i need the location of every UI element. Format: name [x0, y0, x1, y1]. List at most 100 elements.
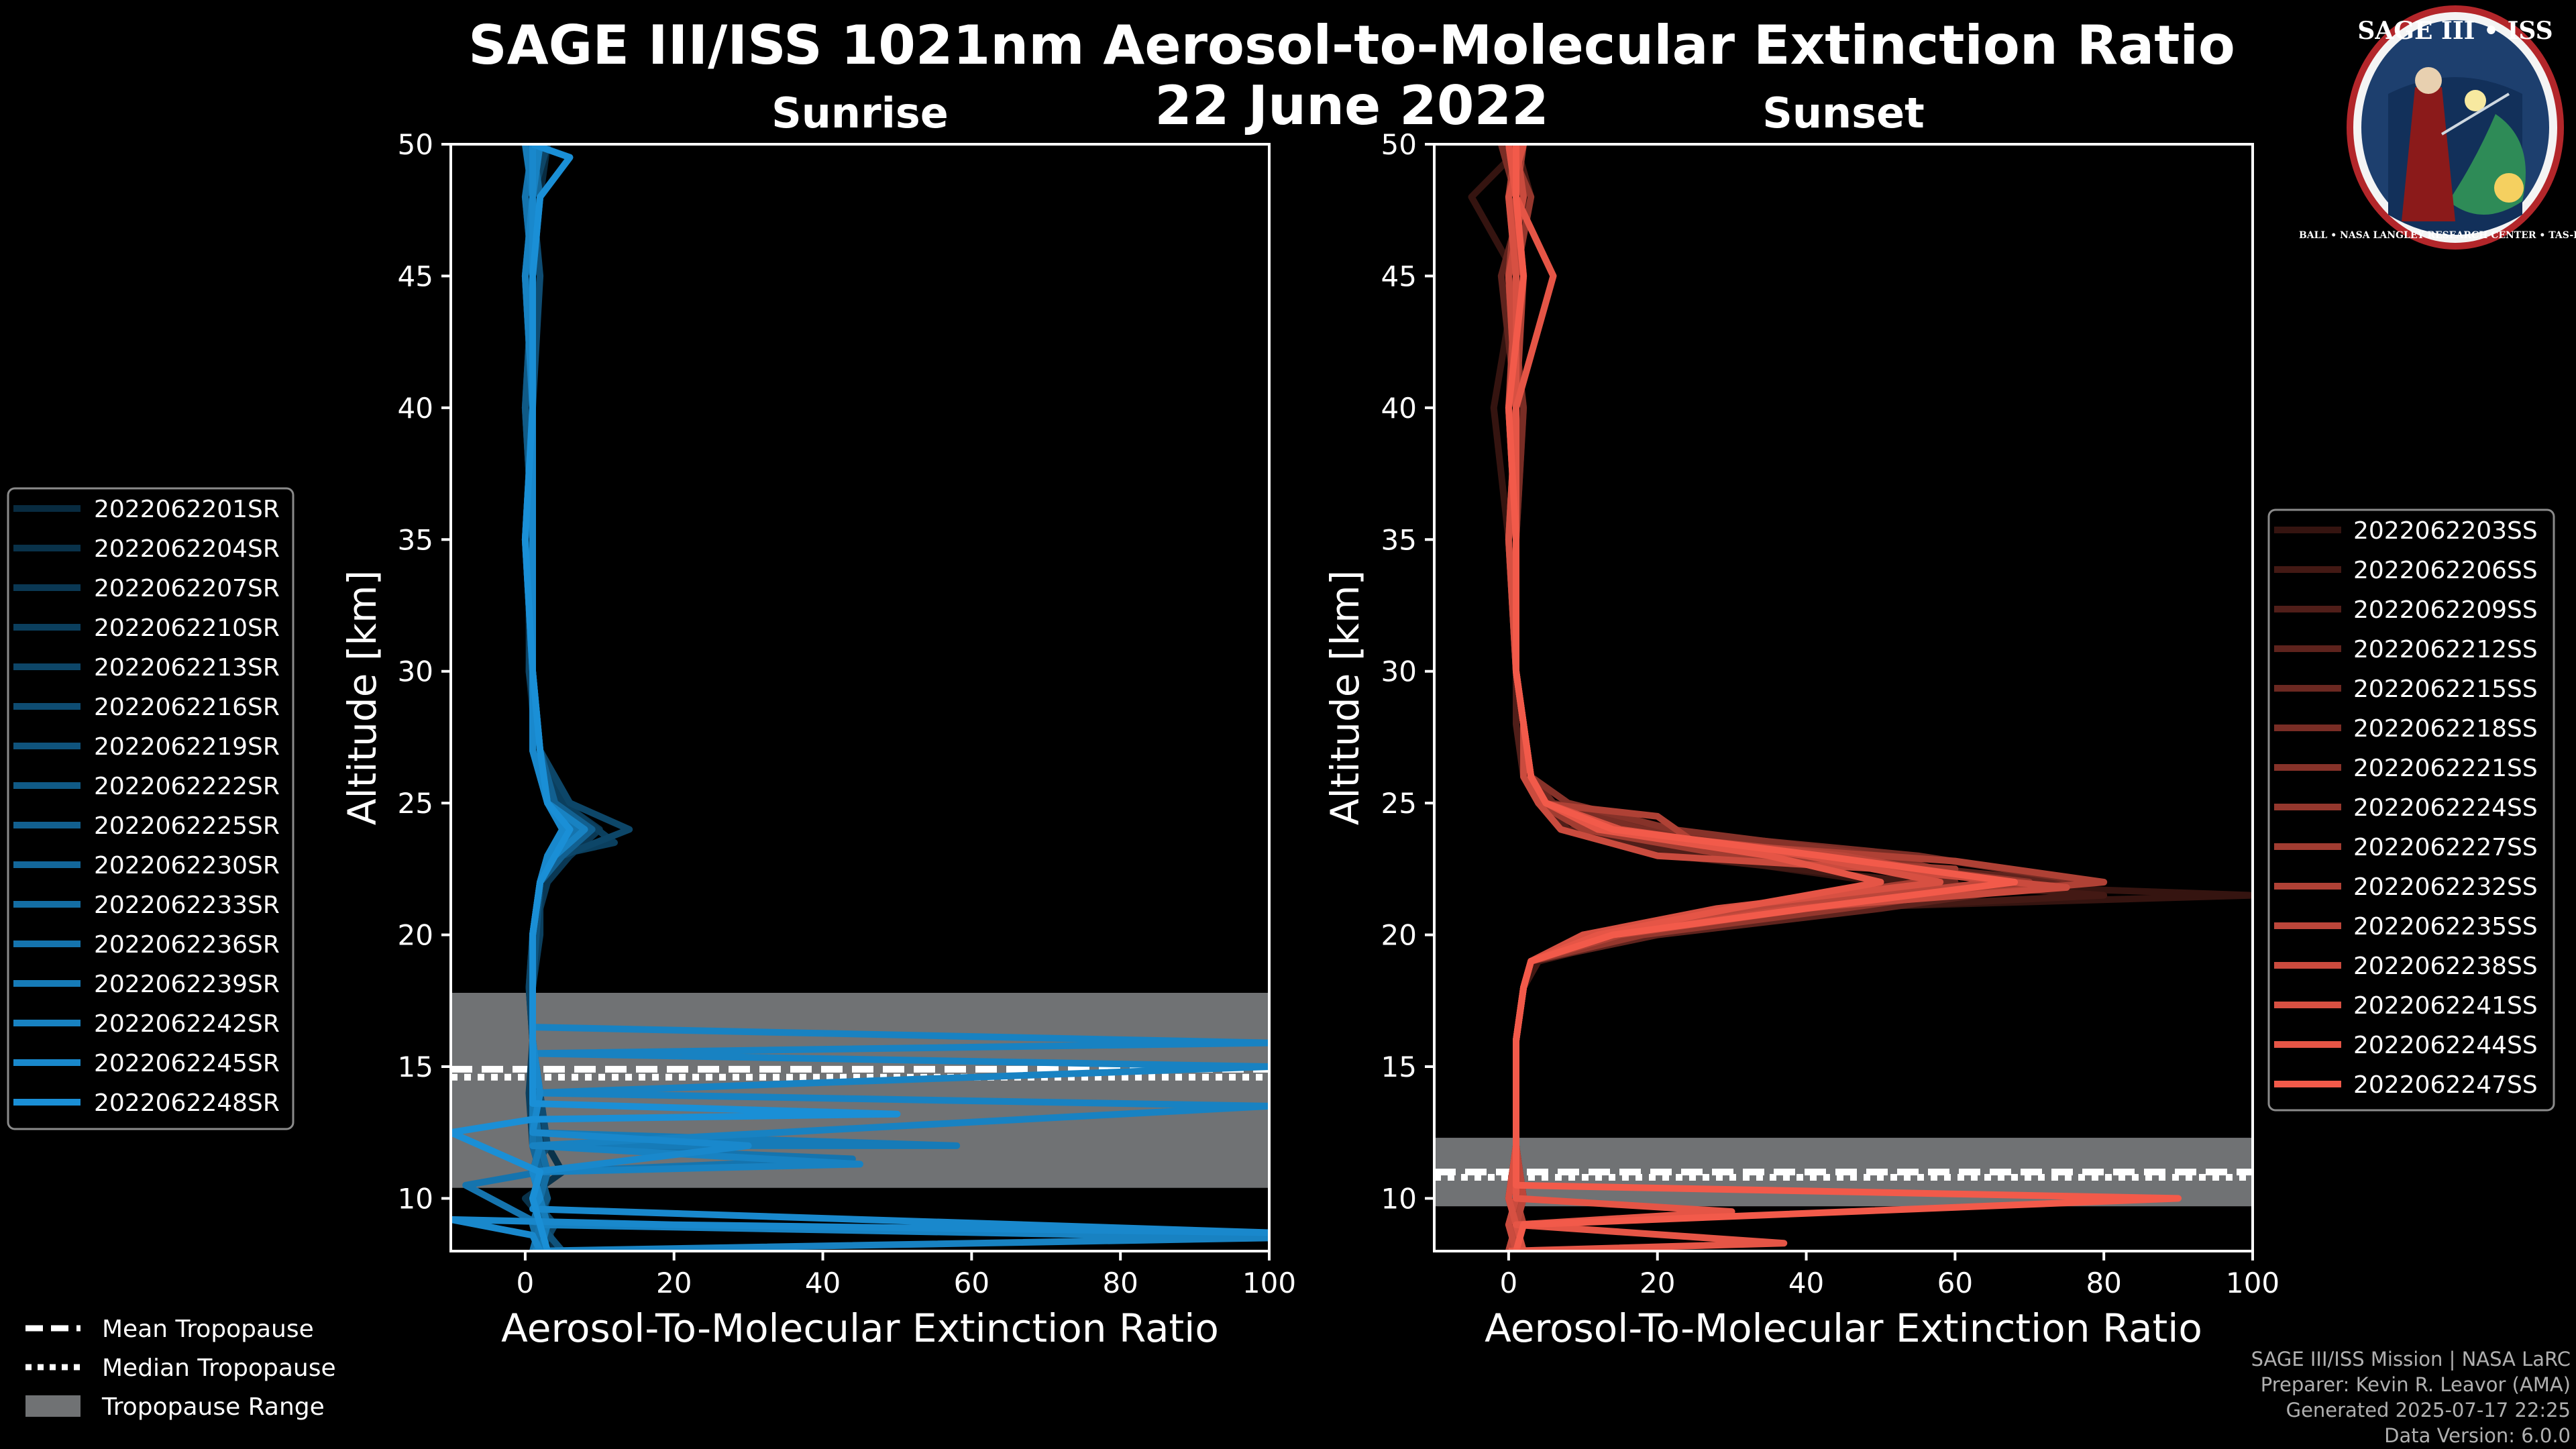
y-tick-label: 35	[398, 523, 433, 556]
y-tick-label: 50	[398, 128, 433, 161]
legend-label: 2022062227SS	[2353, 834, 2538, 861]
series-line-2022062238SS	[1505, 144, 2070, 1251]
series-line-2022062203SS	[1468, 144, 2253, 1251]
sunrise-y-axis-label: Altitude [km]	[339, 570, 385, 825]
sunrise-panel: 0 20 40 60 80 100 10 15 20 25 30 35 40 45 50 Aerosol-T…	[339, 128, 1296, 1351]
y-tick-label: 15	[1381, 1051, 1417, 1083]
legend-label: 2022062235SS	[2353, 913, 2538, 941]
legend-label: 2022062224SS	[2353, 794, 2538, 822]
legend-tropopause-label: Tropopause Range	[101, 1393, 325, 1421]
y-tick-label: 45	[398, 260, 433, 292]
legend-label: 2022062242SR	[94, 1010, 280, 1038]
series-line-2022062218SS	[1497, 144, 2092, 1251]
legend-tropopause-label: Mean Tropopause	[102, 1316, 314, 1343]
y-tick-label: 20	[398, 919, 433, 952]
x-tick-label: 40	[805, 1267, 841, 1299]
x-tick-label: 40	[1788, 1267, 1824, 1299]
y-tick-label: 30	[398, 655, 433, 688]
legend-label: 2022062236SR	[94, 931, 280, 959]
logo-ring-text: BALL • NASA LANGLEY RESEARCH CENTER • TA…	[2299, 230, 2576, 241]
y-tick-label: 20	[1381, 919, 1417, 952]
y-tick-label: 45	[1381, 260, 1417, 292]
series-line-2022062224SS	[1505, 144, 2033, 1251]
credit-generated: Generated 2025-07-17 22:25	[2286, 1399, 2571, 1421]
y-tick-label: 10	[1381, 1182, 1417, 1215]
y-tick-label: 10	[398, 1182, 433, 1215]
x-tick-label: 60	[1937, 1267, 1973, 1299]
series-line-2022062206SS	[1505, 144, 2108, 1251]
legend-label: 2022062230SR	[94, 852, 280, 879]
sage-iii-iss-logo: SAGE III • ISS BALL • NASA LANGLEY RESEA…	[2299, 5, 2576, 250]
legend-label: 2022062219SR	[94, 733, 280, 761]
series-line-2022062221SS	[1505, 144, 1996, 1251]
legend-tropopause-range-swatch	[25, 1395, 80, 1417]
x-tick-label: 20	[656, 1267, 692, 1299]
sunset-x-axis-label: Aerosol-To-Molecular Extinction Ratio	[1485, 1305, 2202, 1351]
legend-label: 2022062209SS	[2353, 596, 2538, 624]
y-tick-label: 40	[398, 392, 433, 425]
legend-label: 2022062232SS	[2353, 873, 2538, 901]
credit-preparer: Preparer: Kevin R. Leavor (AMA)	[2261, 1373, 2571, 1396]
legend-label: 2022062233SR	[94, 892, 280, 919]
credit-mission: SAGE III/ISS Mission | NASA LaRC	[2251, 1348, 2571, 1371]
series-line-2022062241SS	[1505, 144, 1944, 1251]
series-line-2022062232SS	[1505, 144, 2108, 1251]
legend-label: 2022062207SR	[94, 575, 280, 602]
x-tick-label: 0	[517, 1267, 535, 1299]
legend-label: 2022062212SS	[2353, 636, 2538, 663]
y-tick-label: 15	[398, 1051, 433, 1083]
series-line-2022062209SS	[1505, 144, 2033, 1251]
x-tick-label: 80	[1102, 1267, 1138, 1299]
sunrise-plot-frame	[449, 143, 1271, 1252]
logo-title: SAGE III • ISS	[2357, 17, 2553, 45]
y-tick-label: 40	[1381, 392, 1417, 425]
sunset-legend: 2022062203SS 2022062206SS 2022062209SS 2022…	[2267, 508, 2555, 1112]
legend-label: 2022062241SS	[2353, 992, 2538, 1020]
sunset-y-axis-label: Altitude [km]	[1322, 570, 1368, 825]
y-tick-label: 25	[1381, 787, 1417, 820]
legend-label: 2022062221SS	[2353, 755, 2538, 782]
legend-label: 2022062203SS	[2353, 517, 2538, 545]
series-line-2022062244SS	[1505, 144, 1884, 1251]
legend-label: 2022062239SR	[94, 971, 280, 998]
x-tick-label: 100	[1242, 1267, 1296, 1299]
legend-label: 2022062244SS	[2353, 1032, 2538, 1059]
legend-label: 2022062238SS	[2353, 953, 2538, 980]
legend-label: 2022062206SS	[2353, 557, 2538, 584]
x-tick-label: 0	[1500, 1267, 1518, 1299]
legend-label: 2022062213SR	[94, 654, 280, 682]
legend-label: 2022062215SS	[2353, 676, 2538, 703]
legend-tropopause-label: Median Tropopause	[102, 1354, 336, 1382]
legend-label: 2022062218SS	[2353, 715, 2538, 743]
legend-label: 2022062248SR	[94, 1089, 280, 1117]
series-line-2022062215SS	[1505, 144, 1959, 1251]
y-tick-label: 30	[1381, 655, 1417, 688]
tropopause-legend: Mean Tropopause Median Tropopause Tropopau…	[25, 1316, 336, 1421]
figure-title: SAGE III/ISS 1021nm Aerosol-to-Molecular…	[468, 14, 2235, 76]
y-tick-label: 50	[1381, 128, 1417, 161]
x-tick-label: 80	[2086, 1267, 2121, 1299]
legend-label: 2022062245SR	[94, 1050, 280, 1077]
legend-label: 2022062204SR	[94, 535, 280, 563]
x-tick-label: 100	[2226, 1267, 2279, 1299]
x-tick-label: 20	[1640, 1267, 1675, 1299]
sunset-panel: 0 20 40 60 80 100 10 15 20 25 30 35 40 45 50 Aerosol-T…	[1322, 128, 2279, 1351]
figure-date: 22 June 2022	[1155, 74, 1549, 137]
series-line-2022062212SS	[1497, 144, 2070, 1251]
y-tick-label: 35	[1381, 523, 1417, 556]
series-line-2022062227SS	[1505, 144, 1959, 1251]
legend-label: 2022062210SR	[94, 614, 280, 642]
sunrise-panel-title: Sunrise	[771, 89, 949, 138]
legend-label: 2022062222SR	[94, 773, 280, 800]
y-tick-label: 25	[398, 787, 433, 820]
x-tick-label: 60	[954, 1267, 989, 1299]
credit-data-version: Data Version: 6.0.0	[2384, 1424, 2571, 1447]
sunrise-x-axis-label: Aerosol-To-Molecular Extinction Ratio	[501, 1305, 1219, 1351]
legend-label: 2022062247SS	[2353, 1071, 2538, 1099]
sunset-plot-frame	[1433, 143, 2254, 1252]
series-line-2022062235SS	[1505, 144, 1996, 1251]
sunrise-legend: 2022062201SR 2022062204SR 2022062207SR 2022…	[7, 487, 294, 1130]
sunset-panel-title: Sunset	[1762, 89, 1925, 138]
legend-label: 2022062225SR	[94, 812, 280, 840]
